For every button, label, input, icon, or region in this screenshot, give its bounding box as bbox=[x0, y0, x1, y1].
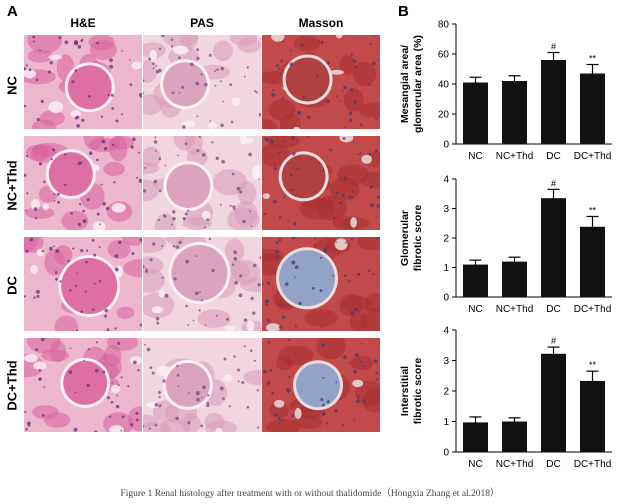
histology-image-masson-nc-thd bbox=[262, 136, 380, 230]
x-tick-label: DC bbox=[546, 304, 560, 315]
histology-image-he-dc bbox=[24, 237, 142, 331]
x-tick-label: NC bbox=[468, 151, 482, 162]
y-tick-label: 20 bbox=[438, 110, 450, 121]
y-tick-label: 4 bbox=[443, 175, 449, 186]
histology-image-pas-nc bbox=[143, 35, 261, 129]
y-tick-label: 4 bbox=[443, 326, 449, 337]
y-tick-label: 1 bbox=[443, 263, 449, 274]
y-tick-label: 60 bbox=[438, 50, 450, 61]
significance-marker: ** bbox=[589, 54, 597, 64]
y-tick-label: 1 bbox=[443, 417, 449, 428]
y-tick-label: 80 bbox=[438, 20, 450, 31]
y-tick-label: 2 bbox=[443, 234, 449, 245]
y-axis-label: Glomerularfibrotic score bbox=[399, 205, 424, 272]
panel-a-letter: A bbox=[7, 3, 18, 20]
row-label-nc-thd: NC+Thd bbox=[4, 160, 20, 211]
y-tick-label: 0 bbox=[443, 140, 449, 151]
bar-nc bbox=[463, 264, 488, 297]
x-tick-label: NC+Thd bbox=[496, 459, 534, 470]
x-tick-label: DC+Thd bbox=[574, 304, 612, 315]
histology-image-masson-dc-thd bbox=[262, 338, 380, 432]
chart-3: 0 1 2 3 4 Interstitialfibrotic score NC NC+Thd #… bbox=[399, 326, 612, 470]
y-axis-label: Mesangial area/glomerular area (%) bbox=[399, 35, 424, 133]
y-tick-label: 2 bbox=[443, 387, 449, 398]
x-tick-label: NC+Thd bbox=[496, 304, 534, 315]
x-tick-label: DC+Thd bbox=[574, 151, 612, 162]
significance-marker: # bbox=[551, 42, 556, 52]
x-tick-label: NC bbox=[468, 304, 482, 315]
row-label-dc-thd: DC+Thd bbox=[4, 360, 20, 411]
y-tick-label: 40 bbox=[438, 80, 450, 91]
histology-image-he-dc-thd bbox=[24, 338, 142, 432]
significance-marker: # bbox=[551, 336, 556, 346]
chart-1: 0 20 40 60 80 Mesangial area/glomerular area … bbox=[399, 20, 612, 162]
histology-image-pas-nc-thd bbox=[143, 136, 261, 230]
bar-dc bbox=[541, 198, 566, 297]
bar-nc-thd bbox=[502, 261, 527, 297]
y-axis-label: Interstitialfibrotic score bbox=[399, 358, 424, 425]
bar-nc bbox=[463, 82, 488, 144]
column-header-pas: PAS bbox=[190, 16, 214, 30]
histology-image-masson-dc bbox=[262, 237, 380, 331]
significance-marker: ** bbox=[589, 360, 597, 370]
bar-dc bbox=[541, 353, 566, 452]
bar-dc-thd bbox=[580, 226, 605, 297]
bar-nc bbox=[463, 422, 488, 452]
bar-dc-thd bbox=[580, 73, 605, 144]
bar-nc-thd bbox=[502, 421, 527, 452]
row-label-dc: DC bbox=[4, 276, 20, 295]
histology-image-pas-dc bbox=[143, 237, 261, 331]
x-tick-label: DC+Thd bbox=[574, 459, 612, 470]
y-tick-label: 3 bbox=[443, 356, 449, 367]
histology-image-he-nc bbox=[24, 35, 142, 129]
bar-dc bbox=[541, 60, 566, 144]
column-header-masson: Masson bbox=[298, 16, 344, 30]
histology-image-he-nc-thd bbox=[24, 136, 142, 230]
histology-image-masson-nc bbox=[262, 35, 380, 129]
bar-dc-thd bbox=[580, 380, 605, 452]
y-tick-label: 0 bbox=[443, 293, 449, 304]
x-tick-label: DC bbox=[546, 151, 560, 162]
figure-caption: Figure 1 Renal histology after treatment… bbox=[120, 489, 500, 499]
x-tick-label: DC bbox=[546, 459, 560, 470]
y-tick-label: 3 bbox=[443, 204, 449, 215]
significance-marker: ** bbox=[589, 205, 597, 215]
panel-b-letter: B bbox=[398, 3, 409, 20]
histology-image-pas-dc-thd bbox=[143, 338, 261, 432]
row-label-nc: NC bbox=[4, 76, 20, 95]
chart-2: 0 1 2 3 4 Glomerularfibrotic score NC NC+Thd # DC… bbox=[399, 175, 612, 315]
x-tick-label: NC bbox=[468, 459, 482, 470]
x-tick-label: NC+Thd bbox=[496, 151, 534, 162]
column-header-he: H&E bbox=[70, 16, 96, 30]
bar-nc-thd bbox=[502, 81, 527, 144]
y-tick-label: 0 bbox=[443, 448, 449, 459]
significance-marker: # bbox=[551, 178, 556, 188]
